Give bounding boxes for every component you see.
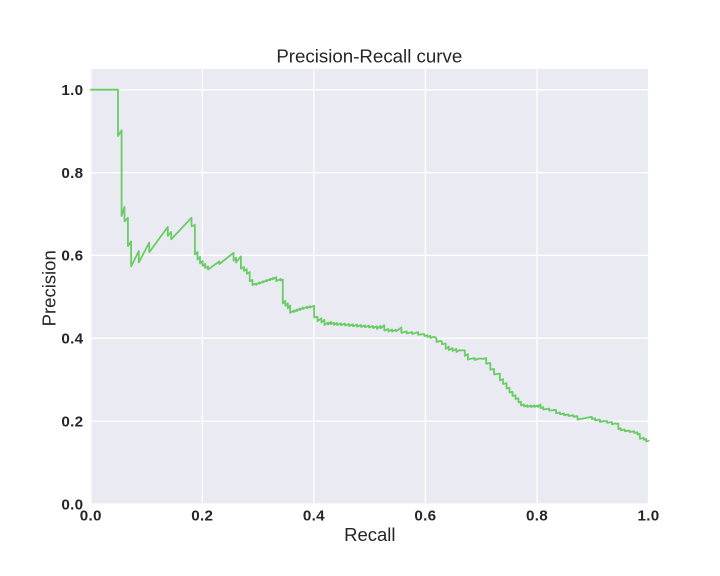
svg-text:0.6: 0.6 [61,248,83,265]
svg-text:0.0: 0.0 [80,508,102,525]
svg-text:0.2: 0.2 [191,508,213,525]
svg-text:0.4: 0.4 [61,331,83,348]
svg-text:1.0: 1.0 [61,82,83,99]
svg-text:1.0: 1.0 [637,508,659,525]
svg-text:0.8: 0.8 [61,165,83,182]
svg-text:0.0: 0.0 [61,496,83,513]
svg-text:0.2: 0.2 [61,413,83,430]
svg-text:Precision-Recall curve: Precision-Recall curve [276,46,462,67]
svg-text:0.8: 0.8 [526,508,548,525]
svg-text:Precision: Precision [39,250,60,326]
svg-text:Recall: Recall [344,524,395,545]
svg-text:0.6: 0.6 [414,508,436,525]
svg-text:0.4: 0.4 [303,508,325,525]
